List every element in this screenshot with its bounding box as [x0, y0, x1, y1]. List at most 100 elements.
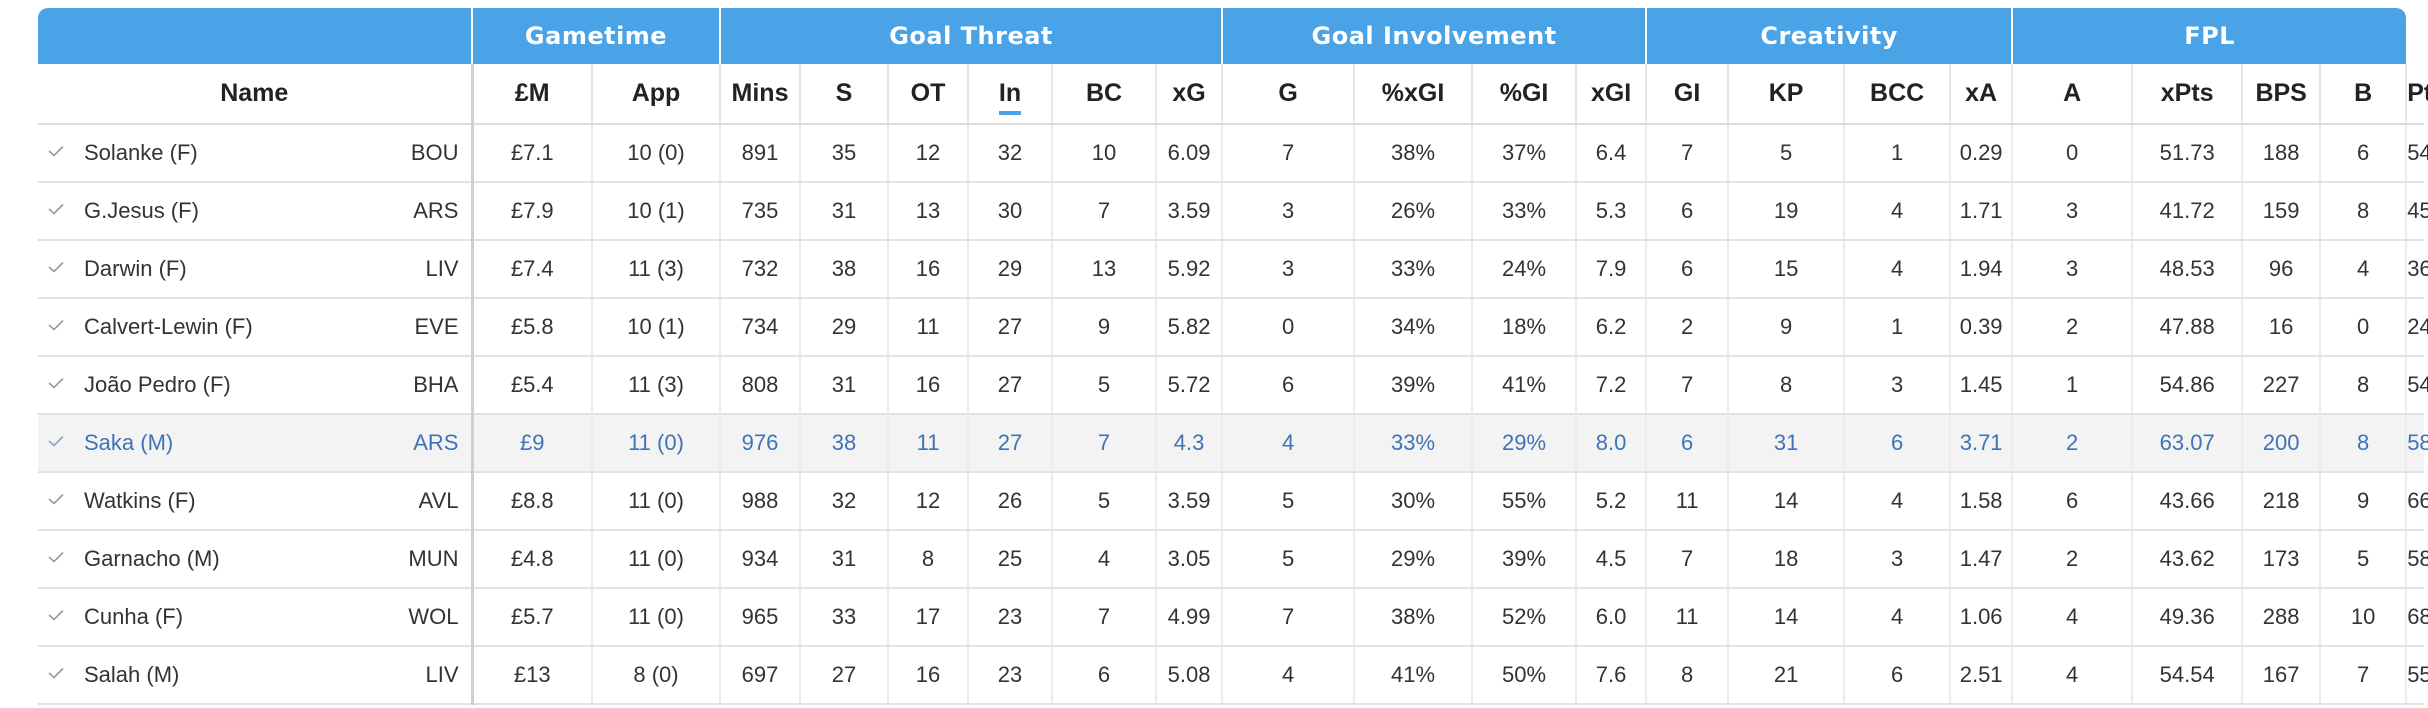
check-icon[interactable] [48, 550, 70, 568]
column-header-xpts[interactable]: xPts [2131, 64, 2243, 125]
column-header-name[interactable]: Name [38, 64, 472, 125]
cell-xg: 5.72 [1155, 356, 1223, 415]
cell-xpts: 47.88 [2131, 298, 2243, 357]
check-icon[interactable] [48, 318, 70, 336]
cell-xgi: 6.4 [1575, 124, 1647, 183]
column-header-bc[interactable]: BC [1051, 64, 1157, 125]
column-header-xa[interactable]: xA [1949, 64, 2013, 125]
check-icon[interactable] [48, 492, 70, 510]
player-name[interactable]: Calvert-Lewin (F) [84, 314, 253, 339]
player-name[interactable]: Saka (M) [84, 430, 174, 455]
player-cell-content: Cunha (F) WOL [48, 604, 459, 630]
cell-s: 38 [799, 240, 889, 299]
player-name[interactable]: Solanke (F) [84, 140, 198, 165]
column-header-ot[interactable]: OT [887, 64, 969, 125]
player-name[interactable]: Darwin (F) [84, 256, 187, 281]
check-icon[interactable] [48, 376, 70, 394]
player-name[interactable]: João Pedro (F) [84, 372, 231, 397]
column-header-g[interactable]: G [1221, 64, 1355, 125]
table-row[interactable]: Calvert-Lewin (F) EVE £5.8 10 (1) 734 29 11 27 9… [38, 298, 2428, 357]
cell-xa: 1.06 [1949, 588, 2013, 647]
player-cell[interactable]: João Pedro (F) BHA [38, 356, 472, 415]
column-header-gi[interactable]: GI [1645, 64, 1729, 125]
cell-bps: 288 [2241, 588, 2321, 647]
player-cell-content: Saka (M) ARS [48, 430, 459, 456]
column-header-s[interactable]: S [799, 64, 889, 125]
column-header-pricem[interactable]: £M [470, 64, 592, 125]
column-header-pct-gi[interactable]: %GI [1471, 64, 1577, 125]
cell-ot: 16 [887, 646, 969, 705]
team-code: LIV [425, 256, 459, 281]
player-name[interactable]: Salah (M) [84, 662, 180, 687]
cell-app: 11 (0) [590, 472, 721, 531]
cell-xgi: 7.9 [1575, 240, 1647, 299]
column-header-bcc[interactable]: BCC [1843, 64, 1951, 125]
cell-bps: 227 [2241, 356, 2321, 415]
column-header-a[interactable]: A [2011, 64, 2133, 125]
player-cell[interactable]: Salah (M) LIV [38, 646, 472, 705]
cell-pct-gi: 55% [1471, 472, 1577, 531]
table-row[interactable]: Salah (M) LIV £13 8 (0) 697 27 16 23 6 5.08 4 41% 50… [38, 646, 2428, 705]
group-header-fpl: FPL [2011, 8, 2407, 64]
player-name[interactable]: Garnacho (M) [84, 546, 220, 571]
cell-xg: 3.59 [1155, 182, 1223, 241]
column-header-in[interactable]: In [967, 64, 1053, 125]
cell-bc: 7 [1051, 414, 1157, 473]
player-cell[interactable]: Darwin (F) LIV [38, 240, 472, 299]
column-header-app[interactable]: App [590, 64, 721, 125]
check-icon[interactable] [48, 434, 70, 452]
player-cell[interactable]: Cunha (F) WOL [38, 588, 472, 647]
cell-xpts: 54.86 [2131, 356, 2243, 415]
column-header-label: App [631, 79, 681, 107]
cell-mins: 934 [719, 530, 801, 589]
column-header-xg[interactable]: xG [1155, 64, 1223, 125]
table-row[interactable]: Solanke (F) BOU £7.1 10 (0) 891 35 12 32 10 6.09 7… [38, 124, 2428, 183]
cell-bps: 167 [2241, 646, 2321, 705]
cell-xg: 4.99 [1155, 588, 1223, 647]
check-icon[interactable] [48, 144, 70, 162]
team-code: BHA [413, 372, 459, 397]
table-row[interactable]: João Pedro (F) BHA £5.4 11 (3) 808 31 16 27 5 5.7… [38, 356, 2428, 415]
cell-gi: 6 [1645, 414, 1729, 473]
check-icon[interactable] [48, 608, 70, 626]
player-cell[interactable]: Saka (M) ARS [38, 414, 472, 473]
check-icon[interactable] [48, 202, 70, 220]
player-cell[interactable]: Watkins (F) AVL [38, 472, 472, 531]
column-header-pts[interactable]: Pts [2405, 64, 2428, 125]
table-row[interactable]: Darwin (F) LIV £7.4 11 (3) 732 38 16 29 13 5.92 3 3… [38, 240, 2428, 299]
player-cell[interactable]: Solanke (F) BOU [38, 124, 472, 183]
cell-in: 29 [967, 240, 1053, 299]
player-name[interactable]: G.Jesus (F) [84, 198, 199, 223]
cell-g: 4 [1221, 414, 1355, 473]
table-row[interactable]: Garnacho (M) MUN £4.8 11 (0) 934 31 8 25 4 3.05 5 2… [38, 530, 2428, 589]
cell-ot: 11 [887, 298, 969, 357]
cell-xpts: 54.54 [2131, 646, 2243, 705]
column-header-pct-xgi[interactable]: %xGI [1353, 64, 1473, 125]
player-cell[interactable]: G.Jesus (F) ARS [38, 182, 472, 241]
column-header-label: OT [910, 79, 946, 107]
table-row[interactable]: Cunha (F) WOL £5.7 11 (0) 965 33 17 23 7 4.99 7 38%… [38, 588, 2428, 647]
check-icon[interactable] [48, 260, 70, 278]
table-row[interactable]: Saka (M) ARS £9 11 (0) 976 38 11 27 7 4.3 4 33% 29% 8… [38, 414, 2428, 473]
player-cell[interactable]: Garnacho (M) MUN [38, 530, 472, 589]
column-header-label: B [2354, 79, 2373, 107]
player-name[interactable]: Watkins (F) [84, 488, 196, 513]
column-header-b[interactable]: B [2319, 64, 2407, 125]
column-header-kp[interactable]: KP [1727, 64, 1845, 125]
column-header-mins[interactable]: Mins [719, 64, 801, 125]
cell-xgi: 5.2 [1575, 472, 1647, 531]
check-icon[interactable] [48, 666, 70, 684]
table-row[interactable]: G.Jesus (F) ARS £7.9 10 (1) 735 31 13 30 7 3.59 3 2… [38, 182, 2428, 241]
cell-app: 11 (0) [590, 530, 721, 589]
table-row[interactable]: Watkins (F) AVL £8.8 11 (0) 988 32 12 26 5 3.59 5 3… [38, 472, 2428, 531]
team-code: ARS [413, 198, 459, 223]
cell-b: 9 [2319, 472, 2407, 531]
column-header-label: KP [1768, 79, 1804, 107]
column-header-label: GI [1673, 79, 1701, 107]
column-header-bps[interactable]: BPS [2241, 64, 2321, 125]
column-header-xgi[interactable]: xGI [1575, 64, 1647, 125]
player-cell[interactable]: Calvert-Lewin (F) EVE [38, 298, 472, 357]
player-name[interactable]: Cunha (F) [84, 604, 184, 629]
cell-xa: 2.51 [1949, 646, 2013, 705]
cell-pct-gi: 29% [1471, 414, 1577, 473]
